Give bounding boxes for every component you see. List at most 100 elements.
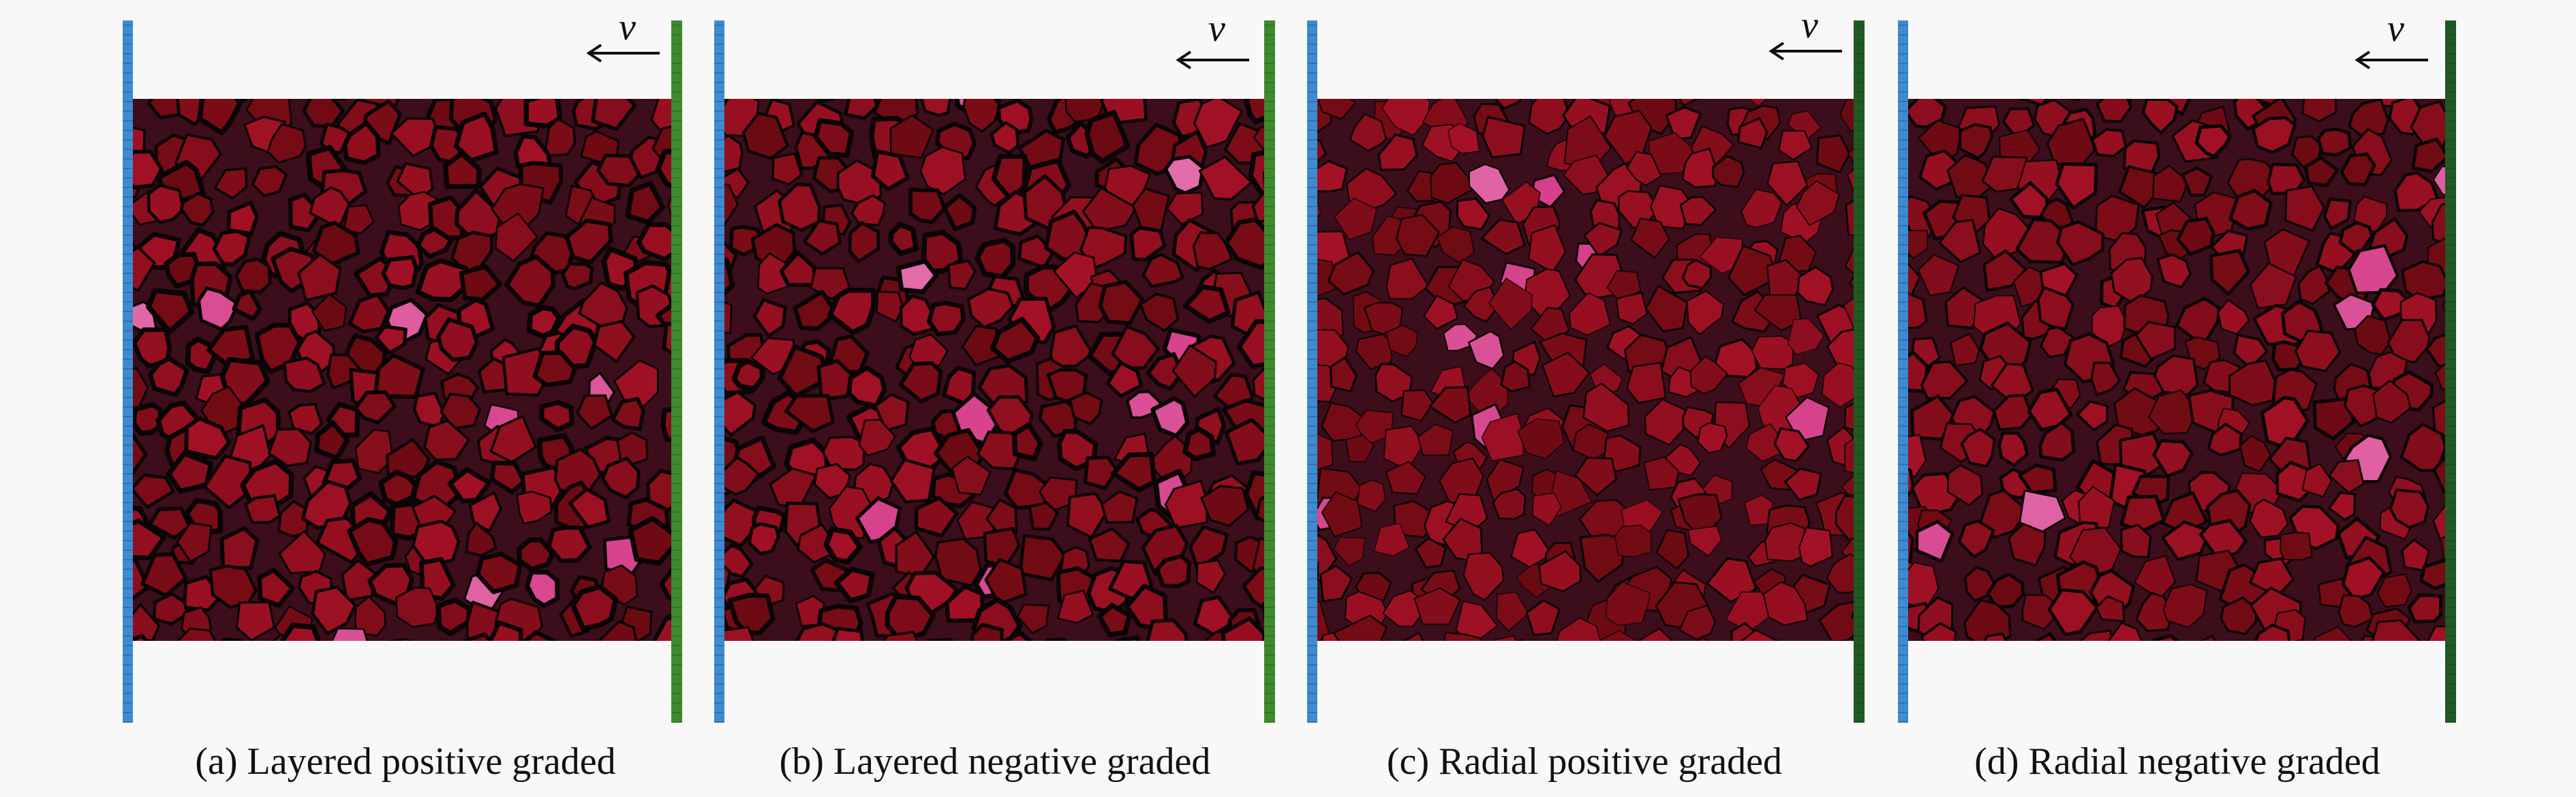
aggregate-grain (302, 99, 345, 128)
aggregate-grain (1579, 534, 1627, 583)
aggregate-grain (846, 365, 887, 408)
right-plate (1854, 20, 1865, 723)
aggregate-grain (1681, 147, 1717, 188)
aggregate-grain (1569, 292, 1611, 336)
caption-a: (a) Layered positive graded (195, 740, 616, 783)
aggregate-grain (926, 637, 954, 641)
aggregate-grain (1321, 492, 1363, 538)
aggregate-grain (951, 455, 992, 496)
aggregate-grain (850, 194, 887, 227)
aggregate-grain (1686, 290, 1724, 335)
aggregate-grain (1822, 362, 1854, 408)
aggregate-grain (660, 406, 671, 442)
aggregate-grain (1097, 603, 1133, 637)
aggregate-grain (212, 229, 251, 267)
aggregate-grain (1796, 180, 1840, 226)
aggregate-grain (2328, 459, 2365, 494)
aggregate-grain (1456, 197, 1490, 230)
aggregate-grain (1332, 614, 1387, 641)
right-plate (2445, 20, 2456, 723)
aggregate-grain (1084, 110, 1131, 164)
aggregate-grain (1626, 361, 1667, 404)
aggregate-grain (1171, 344, 1217, 398)
aggregate-grain (1223, 217, 1264, 270)
velocity-label: v (2387, 7, 2404, 50)
aggregate-grain (1950, 333, 1980, 367)
aggregate-grain (1195, 559, 1227, 595)
aggregate-grain (1908, 562, 1939, 610)
aggregate-grain (822, 436, 865, 471)
aggregate-grain (1430, 162, 1473, 204)
aggregate-grain (2249, 557, 2295, 598)
aggregate-grain (2181, 166, 2213, 197)
aggregate-grain (2314, 626, 2352, 641)
aggregate-grain (1349, 113, 1387, 152)
aggregate-grain (967, 287, 1015, 329)
aggregate-grain (2067, 99, 2081, 102)
aggregate-grain (1563, 115, 1612, 170)
aggregate-grain (297, 253, 342, 302)
aggregate-grain (152, 592, 189, 626)
aggregate-grain (176, 522, 213, 563)
aggregate-grain (831, 627, 864, 641)
aggregate-grain (984, 558, 1028, 605)
aggregate-grain (927, 301, 966, 337)
aggregate-grain (2034, 632, 2057, 641)
aggregate-grain (2372, 379, 2412, 424)
aggregate-grain (2076, 400, 2109, 432)
specimen-c (1317, 99, 1854, 641)
aggregate-grain (1200, 485, 1250, 527)
aggregate-grain (1017, 603, 1049, 634)
aggregate-grain (2194, 124, 2232, 158)
aggregate-grain (1317, 199, 1321, 219)
aggregate-grain (1741, 188, 1782, 228)
aggregate-grain (2393, 171, 2439, 212)
aggregate-grain (1839, 99, 1854, 132)
aggregate-grain (2442, 301, 2445, 312)
aggregate-grain (2200, 635, 2217, 641)
aggregate-grain (1317, 160, 1348, 193)
aggregate-grain (1678, 605, 1716, 640)
aggregate-grain (1689, 355, 1728, 395)
aggregate-grain (2040, 326, 2074, 359)
aggregate-grain (1428, 386, 1472, 424)
aggregate-grain (2434, 363, 2445, 391)
aggregate-grain (2141, 99, 2179, 135)
aggregate-grain (213, 167, 248, 200)
aggregate-grain (2134, 320, 2177, 361)
aggregate-grain (628, 515, 671, 566)
left-plate (714, 20, 724, 723)
aggregate-grain (1327, 251, 1375, 296)
aggregate-grain (858, 419, 896, 457)
aggregate-grain (2301, 463, 2333, 498)
aggregate-grain (1317, 99, 1356, 120)
caption-b: (b) Layered negative graded (779, 740, 1211, 783)
aggregate-grain (283, 356, 326, 393)
aggregate-grain (803, 219, 842, 256)
specimen-a (133, 99, 671, 641)
inclusion-grain (331, 627, 368, 641)
aggregate-grain (311, 293, 348, 332)
aggregate-grain (517, 537, 555, 572)
aggregate-grain (1959, 123, 1993, 160)
aggregate-grain (415, 226, 454, 259)
specimen-d (1908, 99, 2445, 641)
aggregate-grain (1847, 168, 1854, 193)
aggregate-grain (833, 567, 875, 603)
aggregate-grain (591, 99, 637, 132)
aggregate-grain (2091, 128, 2128, 157)
aggregate-grain (1447, 123, 1479, 154)
aggregate-grain (1372, 215, 1407, 256)
aggregate-grain (1918, 254, 1959, 297)
aggregate-grain (1982, 632, 2008, 641)
aggregate-grain (459, 264, 502, 302)
aggregate-grain (1960, 427, 1996, 468)
velocity-label: v (619, 6, 636, 48)
aggregate-grain (1317, 258, 1336, 297)
aggregate-grain (870, 149, 910, 192)
aggregate-grain (561, 262, 594, 290)
aggregate-grain (1088, 527, 1131, 563)
caption-d: (d) Radial negative graded (1974, 740, 2380, 783)
aggregate-grain (495, 212, 538, 262)
aggregate-grain (179, 192, 215, 227)
